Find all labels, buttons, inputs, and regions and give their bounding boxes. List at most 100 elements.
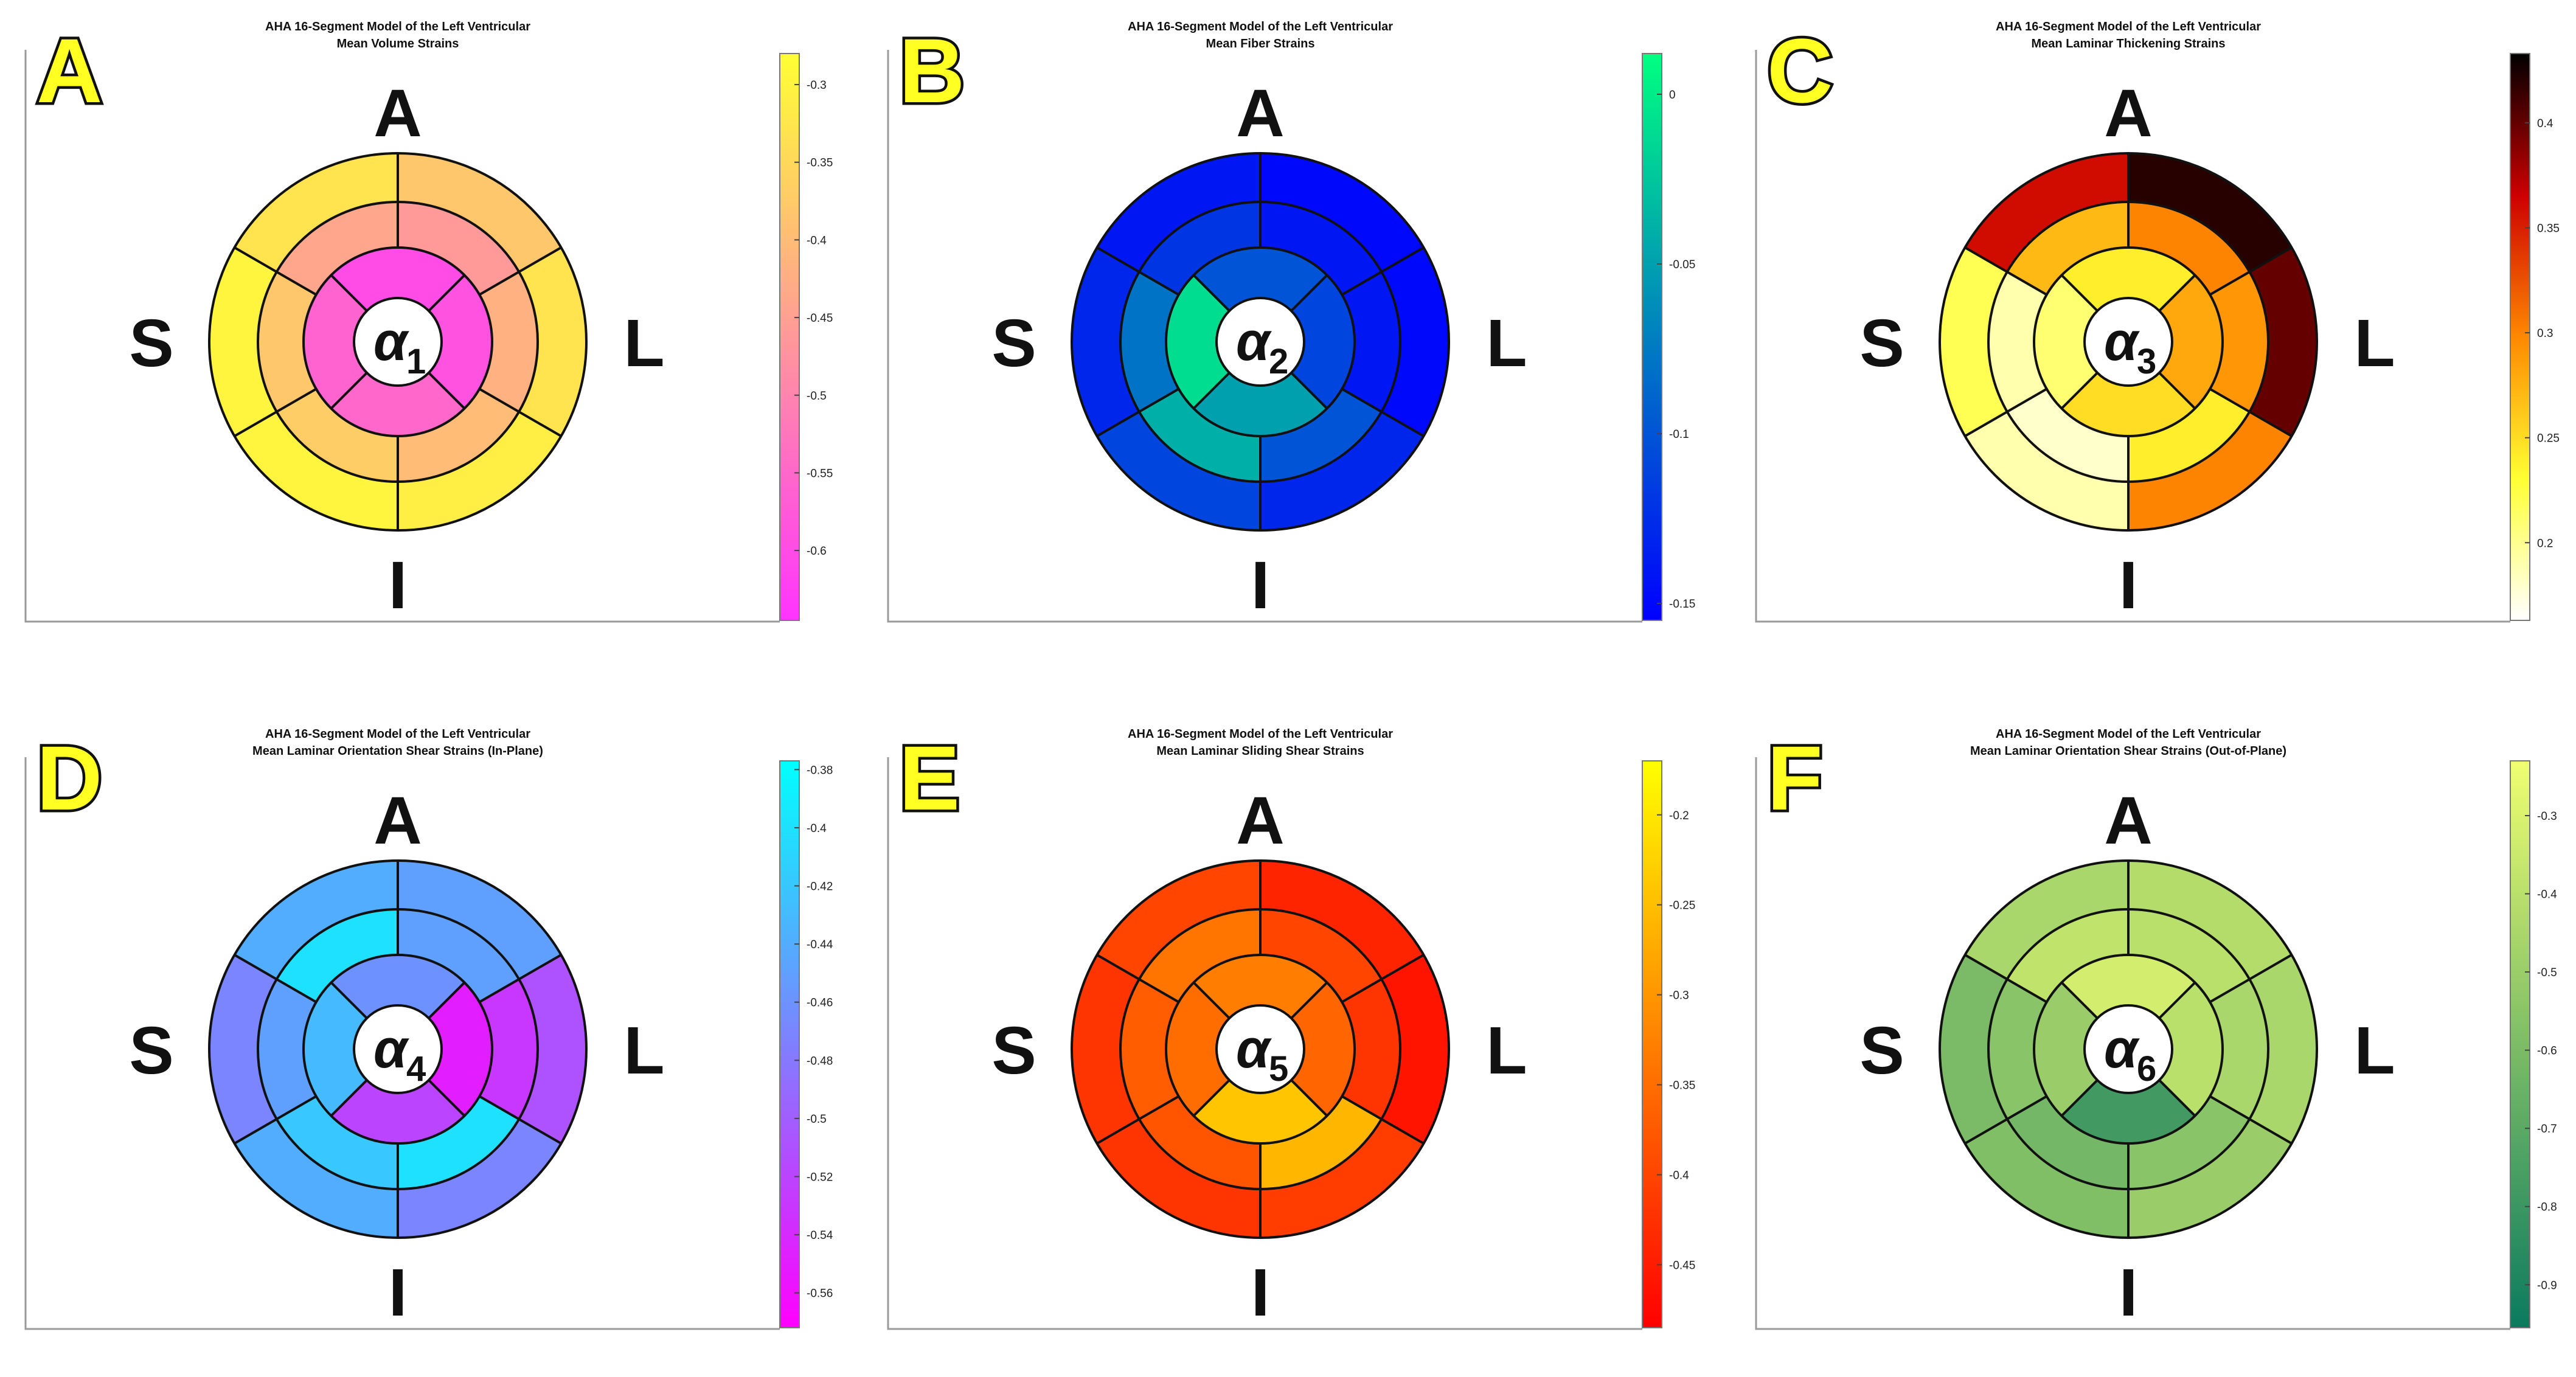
segment-mid-anteroseptal <box>257 272 316 412</box>
direction-label-anterior: A <box>2104 76 2152 151</box>
colorbar-tick-label: -0.05 <box>1669 258 1695 271</box>
segment-apical-anterior <box>2061 955 2195 1019</box>
segment-basal-anterior <box>1097 153 1260 272</box>
panel-e: AHA 16-Segment Model of the Left Ventric… <box>887 724 1695 1330</box>
segment-divider <box>1964 387 2047 437</box>
segment-apical-septal <box>1166 982 1230 1116</box>
segment-divider-apical <box>330 1079 368 1117</box>
segment-mid-inferoseptal <box>1139 1096 1260 1189</box>
colorbar-tick-label: -0.6 <box>2537 1045 2557 1058</box>
segment-divider <box>2209 954 2293 1004</box>
direction-label-septal: S <box>129 1013 173 1088</box>
segment-divider <box>1341 954 1425 1004</box>
center-hole <box>1215 297 1305 387</box>
segment-basal-inferior <box>398 1119 561 1238</box>
axes-frame <box>24 50 780 623</box>
segment-apical-lateral <box>428 275 493 409</box>
segment-basal-inferior <box>1260 412 1424 530</box>
direction-label-lateral: L <box>1486 1013 1527 1088</box>
direction-label-lateral: L <box>623 1013 664 1088</box>
segment-divider-apical <box>1290 981 1328 1019</box>
segment-basal-inferolateral <box>519 248 586 436</box>
segment-divider <box>1096 954 1179 1004</box>
segment-divider-apical <box>2158 1079 2196 1117</box>
center-alpha-subscript: 5 <box>1269 1049 1288 1089</box>
segment-basal-anterolateral <box>398 153 561 272</box>
colorbar-tick-label: 0 <box>1669 89 1676 102</box>
segment-apical-lateral <box>2159 982 2223 1116</box>
segment-apical-anterior <box>1193 248 1327 311</box>
segment-apical-anterior <box>331 248 465 311</box>
segment-basal-anterolateral <box>398 861 561 979</box>
segment-basal-inferolateral <box>1381 248 1449 436</box>
colorbar-tick-label: -0.3 <box>2537 810 2557 823</box>
center-alpha-subscript: 6 <box>2137 1049 2156 1089</box>
panel-letter: B <box>899 19 965 122</box>
segment-basal-anterolateral <box>2128 861 2292 979</box>
direction-label-anterior: A <box>1236 783 1284 858</box>
segment-apical-septal <box>303 275 367 409</box>
segment-apical-septal <box>303 982 367 1116</box>
segment-divider-apical <box>428 981 466 1019</box>
segment-mid-anterior <box>1139 909 1260 1002</box>
segment-divider <box>1964 954 2047 1004</box>
segment-basal-anterolateral <box>2128 153 2292 272</box>
segment-basal-inferoseptal <box>234 412 398 530</box>
segment-basal-inferior <box>1260 1119 1424 1238</box>
center-alpha-subscript: 2 <box>1269 342 1288 381</box>
segment-divider-apical <box>1290 372 1328 410</box>
segment-mid-anterolateral <box>2128 909 2250 1002</box>
segment-basal-inferior <box>2128 412 2292 530</box>
segment-divider <box>1096 1095 1179 1145</box>
colorbar-tick-label: -0.8 <box>2537 1201 2557 1214</box>
segment-mid-inferoseptal <box>2007 389 2128 482</box>
segment-divider-apical <box>2060 372 2099 410</box>
direction-label-lateral: L <box>1486 306 1527 381</box>
colorbar-tick-label: -0.44 <box>807 938 833 951</box>
chart-title: AHA 16-Segment Model of the Left Ventric… <box>265 727 530 741</box>
direction-label-anterior: A <box>1236 76 1284 151</box>
segment-basal-anterior <box>234 153 398 272</box>
segment-divider-apical <box>2158 981 2196 1019</box>
segment-basal-anteroseptal <box>1072 248 1139 436</box>
direction-label-inferior: I <box>2119 1255 2138 1330</box>
panel-letter: A <box>36 19 102 122</box>
chart-title: AHA 16-Segment Model of the Left Ventric… <box>1996 20 2261 33</box>
colorbar-tick-label: -0.35 <box>1669 1080 1695 1092</box>
segment-apical-inferior <box>331 1080 465 1143</box>
panel-b: AHA 16-Segment Model of the Left Ventric… <box>887 17 1695 623</box>
segment-apical-septal <box>2034 275 2098 409</box>
chart-title: AHA 16-Segment Model of the Left Ventric… <box>1128 20 1393 33</box>
segment-divider-apical <box>428 1079 466 1117</box>
segment-basal-anterolateral <box>1260 153 1424 272</box>
segment-divider <box>479 246 562 296</box>
panel-letter: E <box>899 727 960 829</box>
segment-basal-inferoseptal <box>1965 1119 2128 1238</box>
segment-divider <box>234 954 317 1004</box>
direction-label-inferior: I <box>1251 1255 1270 1330</box>
colorbar-tick-label: -0.4 <box>1669 1170 1689 1182</box>
direction-label-lateral: L <box>2354 1013 2395 1088</box>
segment-mid-anterolateral <box>1260 202 1382 295</box>
segment-divider <box>1341 1095 1425 1145</box>
direction-label-anterior: A <box>373 76 422 151</box>
axes-frame <box>887 757 1642 1330</box>
segment-mid-inferolateral <box>2210 272 2268 412</box>
panel-f: AHA 16-Segment Model of the Left Ventric… <box>1755 724 2557 1330</box>
center-alpha-symbol: α <box>1236 1019 1272 1080</box>
colorbar-tick-label: -0.56 <box>807 1288 833 1300</box>
colorbar-tick-label: -0.4 <box>2537 889 2557 901</box>
colorbar-tick-label: -0.5 <box>2537 966 2557 979</box>
segment-mid-inferolateral <box>1342 272 1400 412</box>
segment-divider-apical <box>1290 274 1328 312</box>
segment-mid-inferoseptal <box>276 1096 398 1189</box>
colorbar <box>779 53 800 621</box>
segment-divider-apical <box>428 274 466 312</box>
segment-divider-apical <box>330 981 368 1019</box>
segment-basal-anteroseptal <box>209 955 277 1143</box>
segment-divider-apical <box>330 274 368 312</box>
segment-mid-inferior <box>1260 389 1382 482</box>
colorbar-tick-label: -0.5 <box>807 1113 827 1126</box>
segment-basal-inferolateral <box>2249 955 2317 1143</box>
colorbar-tick-label: -0.46 <box>807 997 833 1010</box>
